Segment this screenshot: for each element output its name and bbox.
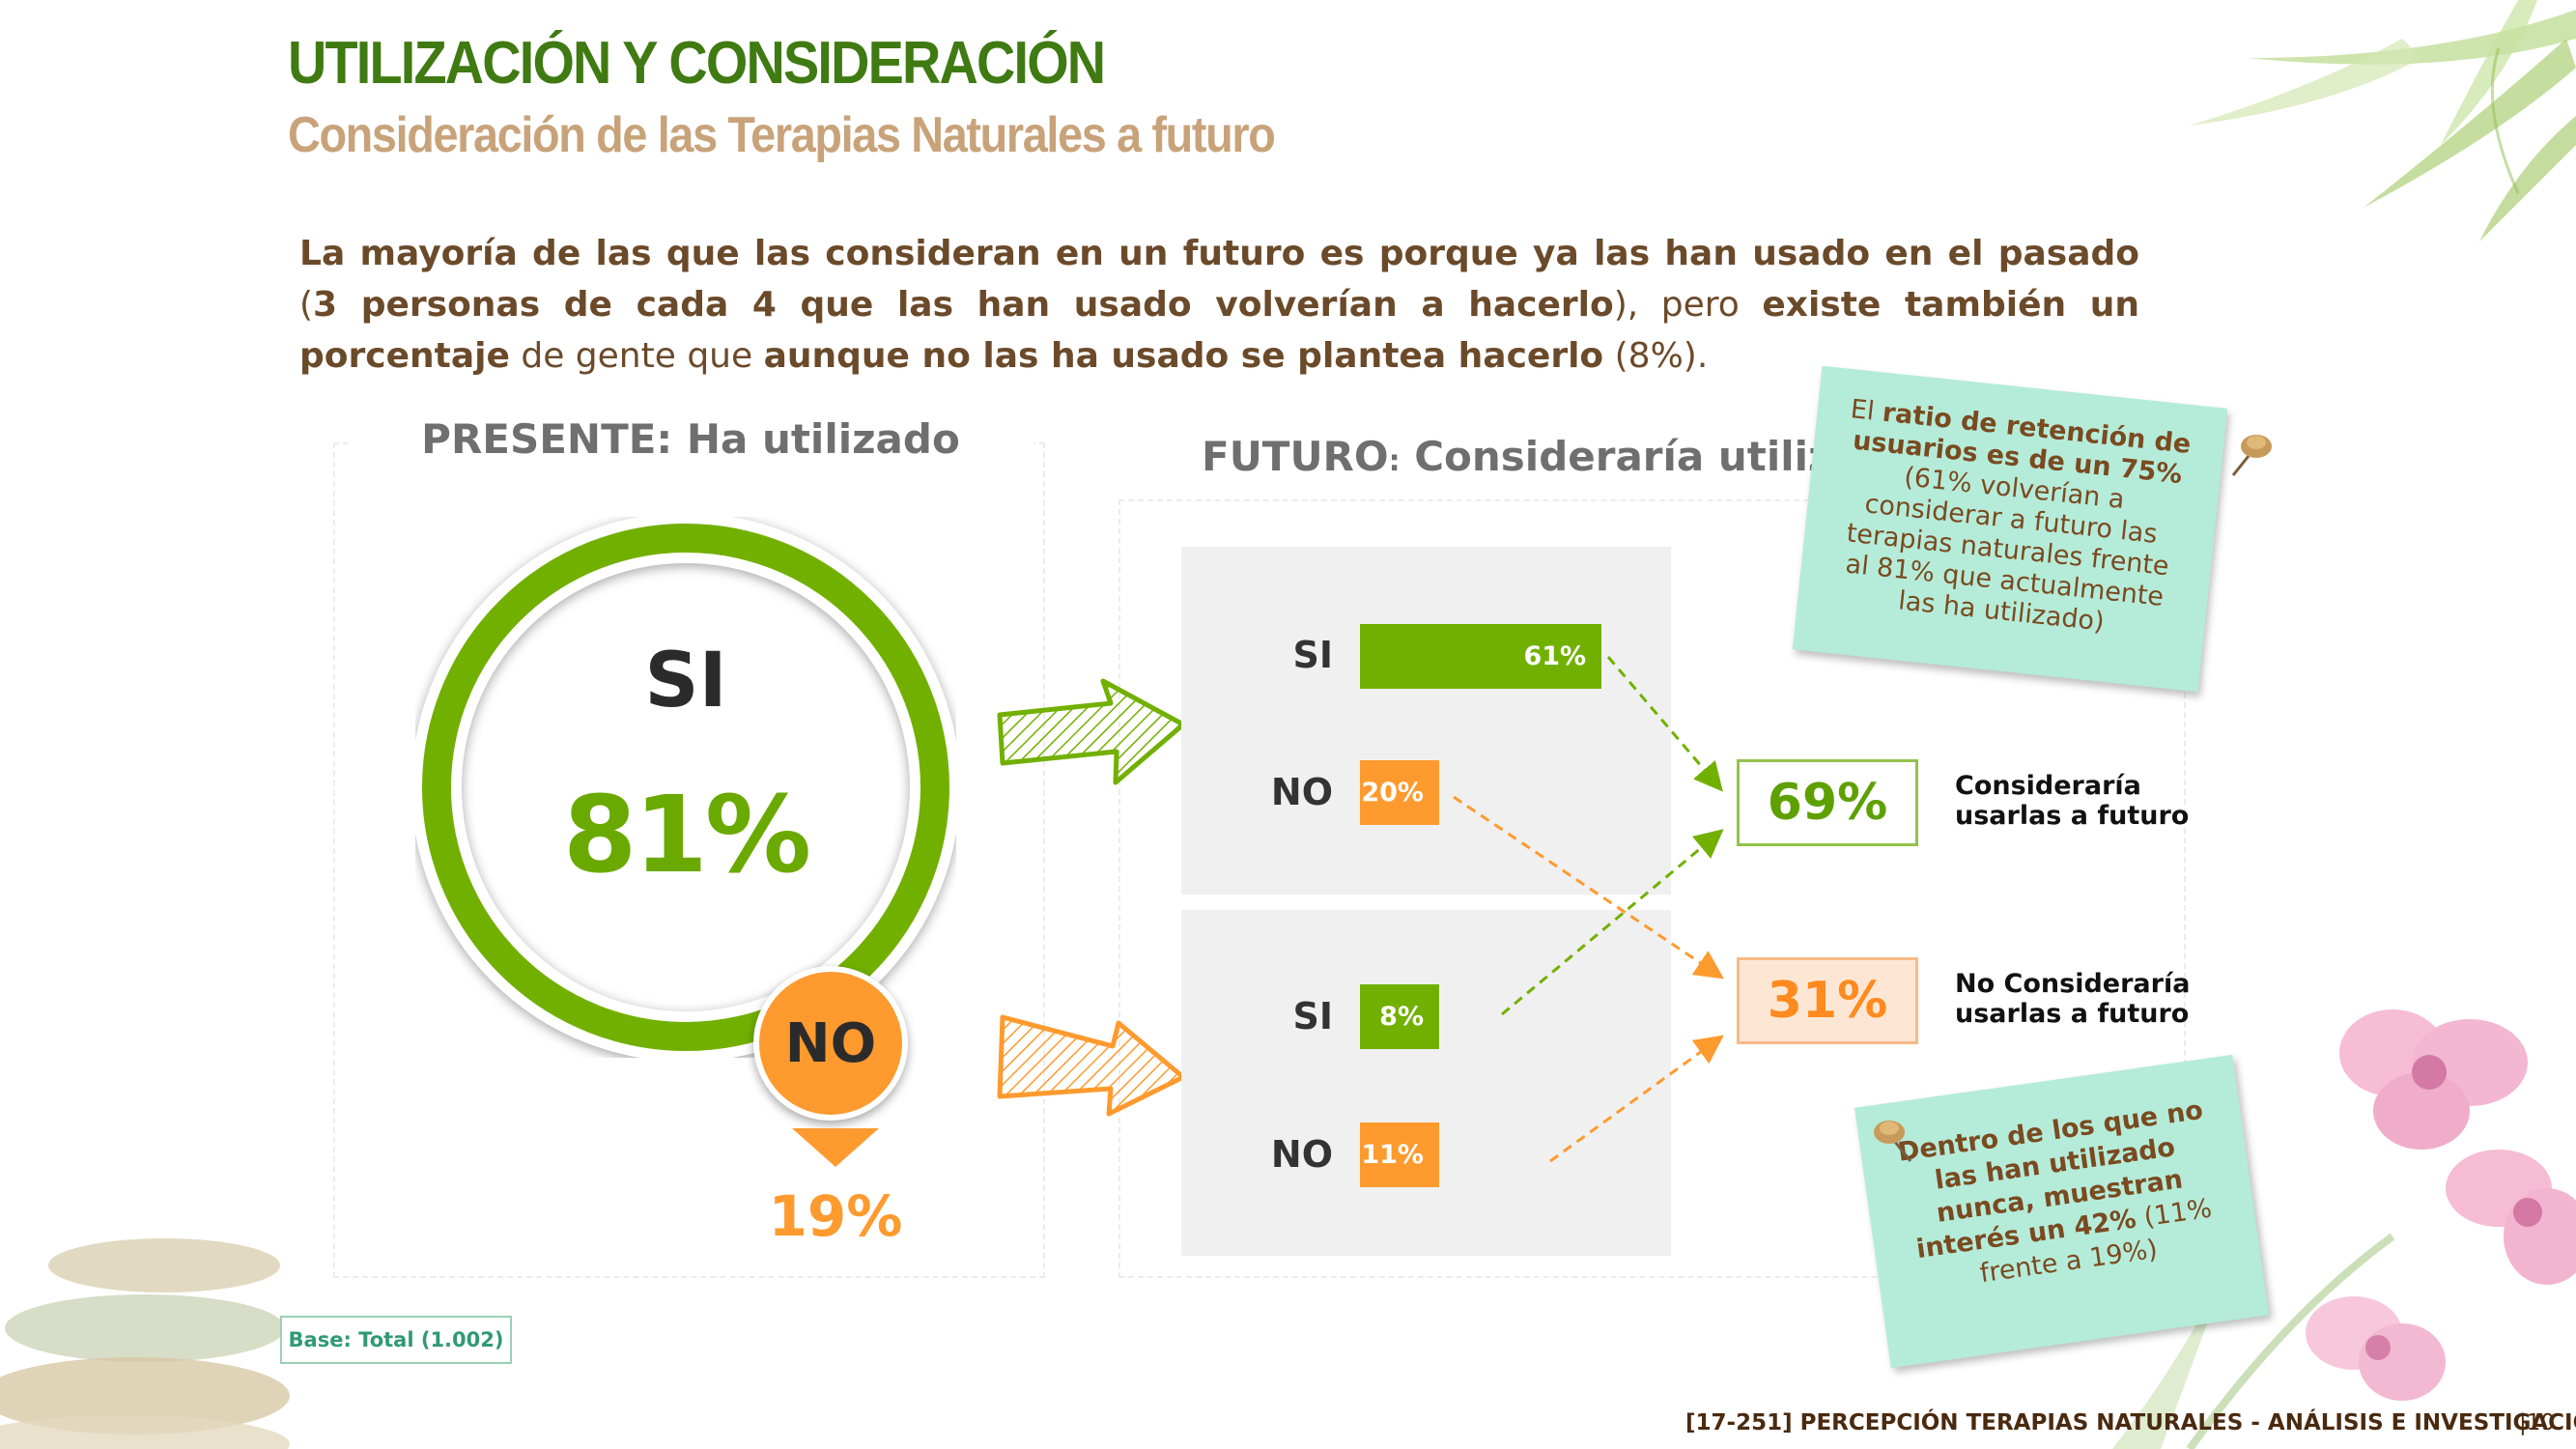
result-no-considera: 31% [1737,957,1918,1044]
page-number: |10 [2519,1410,2556,1435]
bar-no-no: 11% [1360,1122,1439,1187]
present-donut-chart [415,517,956,1058]
present-no-value: 19% [768,1183,903,1249]
stones-decoration [0,1238,290,1449]
present-si-value: 81% [562,773,811,896]
pushpin-icon [2231,435,2272,476]
footer-text: [17-251] PERCEPCIÓN TERAPIAS NATURALES -… [1685,1410,2576,1435]
pushpin-icon [1874,1121,1912,1162]
bar-value-no-no: 11% [1361,1140,1424,1170]
present-si-label: SI [644,638,727,724]
present-title: PRESENTE: Ha utilizado [348,415,1033,463]
green-arrow-icon [997,678,1186,785]
bar-si-no: 20% [1360,760,1439,825]
bar-value-si-no: 20% [1361,778,1424,808]
result-no-considera-value: 31% [1767,972,1888,1030]
result-no-considera-label: No Consideraría usarlas a futuro [1955,969,2191,1029]
sticky-note-retention: El ratio de retención de usuarios es de … [1792,365,2228,693]
result-considera-value: 69% [1767,774,1888,832]
present-no-label: NO [784,1011,877,1075]
bar-label-si-1: SI [1292,634,1333,676]
bar-label-no-1: NO [1270,771,1333,813]
future-panel [1118,499,2186,1278]
future-group-no-box [1181,910,1671,1256]
page-title: UTILIZACIÓN Y CONSIDERACIÓN [288,30,1106,97]
bar-value-no-si: 8% [1379,1002,1424,1032]
bar-value-si-si: 61% [1523,641,1587,671]
bar-label-no-2: NO [1270,1133,1333,1176]
down-triangle-icon [792,1128,879,1167]
result-considera: 69% [1737,759,1918,846]
result-considera-label: Consideraría usarlas a futuro [1955,771,2190,831]
intro-paragraph: La mayoría de las que las consideran en … [299,234,2139,376]
present-no-badge: NO [753,966,908,1121]
bar-si-si: 61% [1360,624,1602,689]
bamboo-leaves-decoration [2190,0,2576,242]
future-group-si-box [1181,547,1671,895]
bar-no-si: 8% [1360,984,1439,1049]
orchid-flowers-decoration [2112,1009,2576,1449]
orange-arrow-icon [997,1014,1186,1117]
sticky-note-interest: Dentro de los que no las han utilizado n… [1854,1054,2270,1369]
base-label: Base: Total (1.002) [280,1316,512,1364]
bar-label-si-2: SI [1292,995,1333,1037]
page-subtitle: Consideración de las Terapias Naturales … [288,107,1276,163]
future-title: FUTURO: Consideraría utilizar [1194,433,1887,480]
